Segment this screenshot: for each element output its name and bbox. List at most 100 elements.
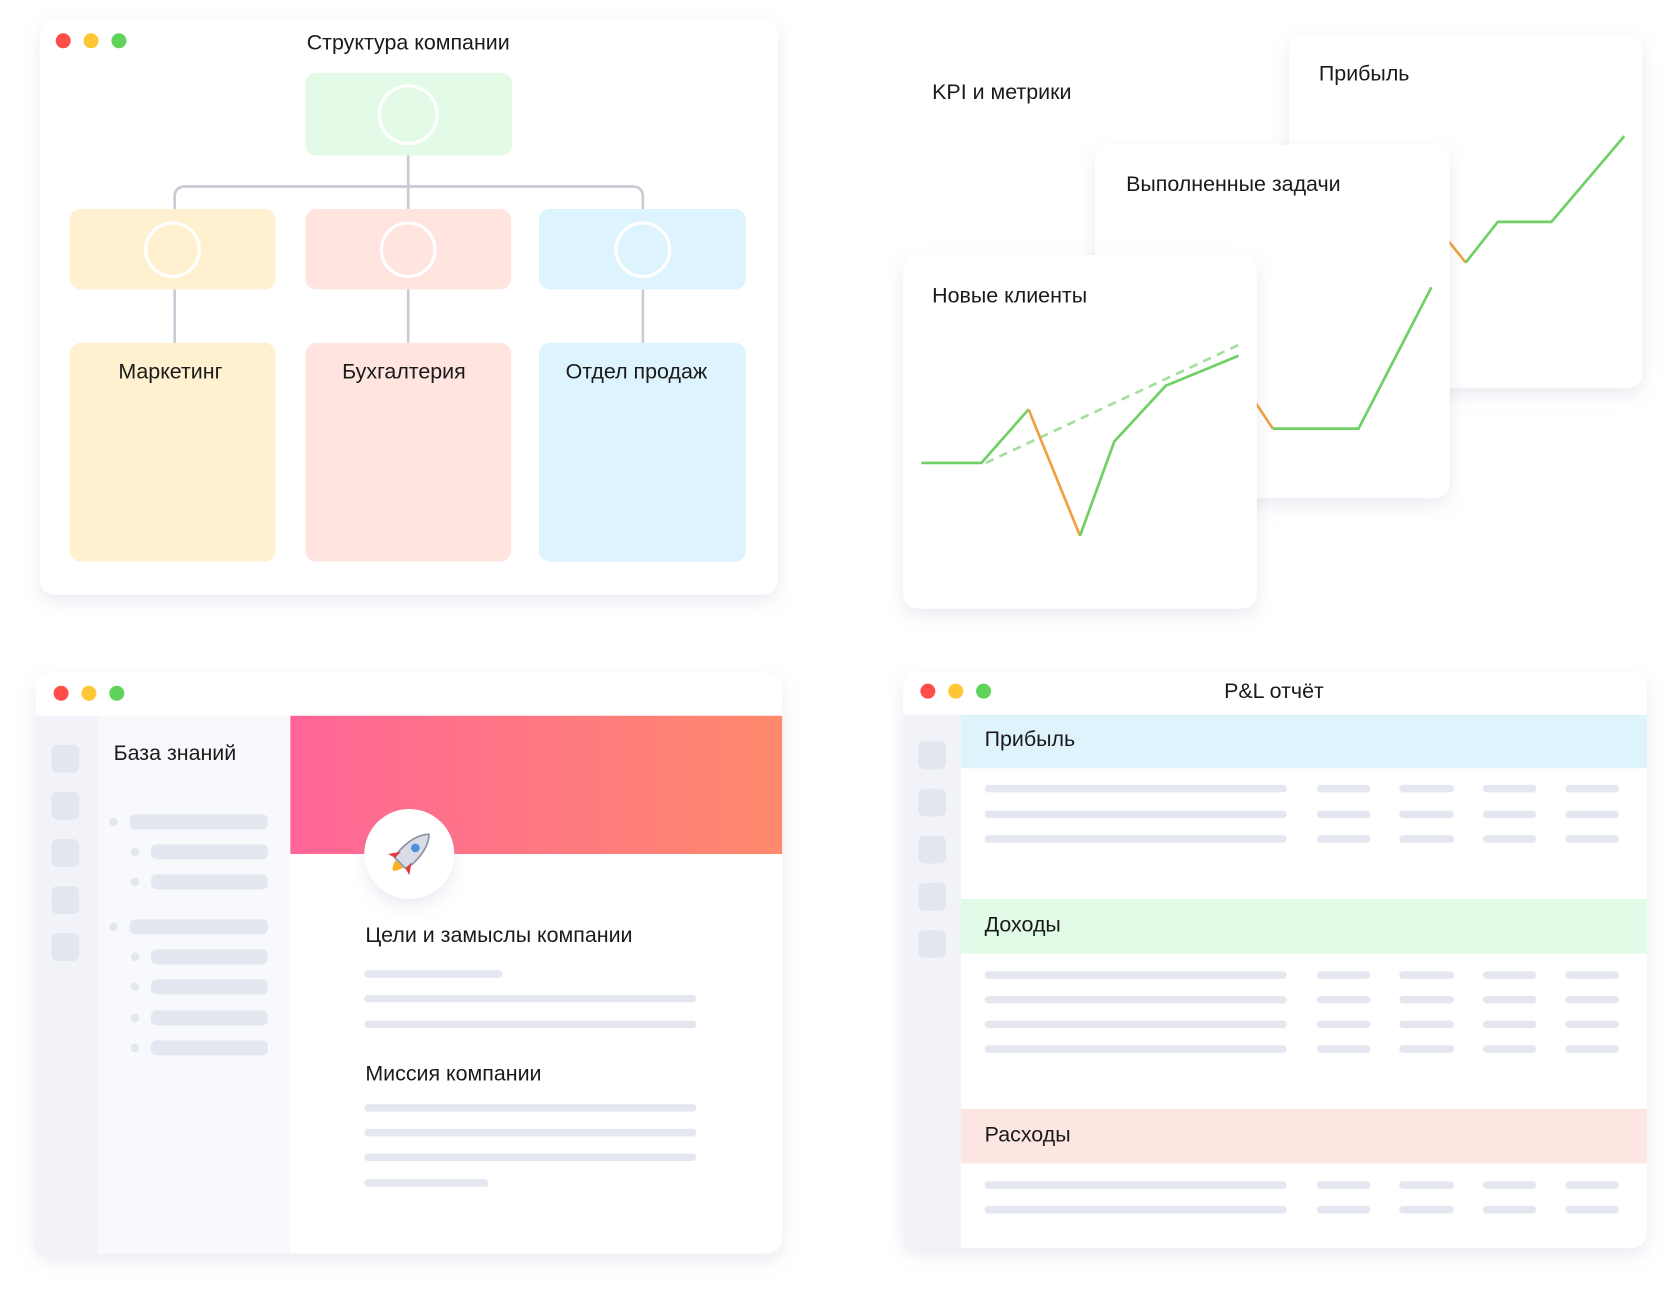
org-window-part [305, 342, 512, 562]
list-bullet [130, 982, 140, 992]
placeholder-cell [1482, 1020, 1537, 1029]
rocket-icon-part [393, 833, 430, 870]
placeholder-line [151, 949, 268, 965]
sidebar-title: База знаний [114, 741, 237, 765]
list-bullet [130, 1043, 140, 1053]
placeholder-cell [1316, 971, 1371, 979]
pl-window-part [920, 683, 992, 699]
kpi-section-part [1464, 135, 1626, 264]
placeholder-line [151, 1040, 268, 1056]
placeholder-cell [1565, 1181, 1619, 1189]
placeholder-cell [1565, 995, 1619, 1004]
list-bullet [109, 922, 118, 932]
sidebar-icon [51, 744, 80, 773]
knowledge-window: База знаний Цели и замыслы компании Мисс… [35, 672, 783, 1254]
placeholder-cell [1565, 835, 1619, 843]
list-bullet [130, 952, 140, 962]
placeholder-line [129, 919, 268, 935]
window-button [81, 685, 97, 701]
placeholder-cell [1399, 1020, 1454, 1029]
list-bullet [130, 1013, 140, 1023]
placeholder-cell [1399, 1205, 1454, 1214]
org-window-part [614, 221, 672, 279]
report-section: Доходы [985, 912, 1061, 936]
placeholder-cell [984, 835, 1287, 843]
placeholder-cell [1316, 835, 1371, 843]
placeholder-line [364, 970, 503, 978]
rocket-icon-part [411, 843, 420, 853]
window-button [111, 33, 127, 49]
placeholder-cell [984, 1045, 1287, 1053]
list-bullet [130, 877, 140, 887]
rocket-icon-part [392, 860, 404, 871]
rocket-icon [388, 833, 430, 876]
card-title: Прибыль [1319, 62, 1410, 86]
placeholder-cell [1316, 784, 1371, 793]
pl-window-part [961, 714, 1647, 769]
section-heading: Цели и замыслы компании [365, 923, 632, 947]
connectors-part [173, 155, 645, 343]
kpi-section-part [903, 255, 1257, 609]
connectors [173, 155, 645, 343]
placeholder-cell [1565, 1020, 1619, 1029]
org-window-part [69, 342, 276, 562]
placeholder-line [364, 994, 697, 1003]
placeholder-cell [1399, 1045, 1454, 1053]
window-title: Структура компании [307, 31, 510, 55]
placeholder-cell [1316, 1020, 1371, 1029]
placeholder-cell [1482, 784, 1537, 793]
card-title: Выполненные задачи [1126, 172, 1341, 196]
rocket-icon-part [388, 851, 412, 876]
org-window-part [538, 342, 746, 562]
report-section: Расходы [985, 1122, 1071, 1146]
window-button [109, 685, 125, 701]
kpi-section-part [1078, 354, 1240, 537]
kpi-section-part [1447, 240, 1467, 264]
kpi-section-part [921, 408, 1030, 465]
placeholder-cell [984, 1020, 1287, 1029]
window-button [920, 683, 936, 699]
placeholder-cell [1482, 835, 1537, 843]
placeholder-line [364, 1020, 697, 1029]
sidebar-icon [918, 741, 947, 770]
sidebar-icon [51, 791, 80, 820]
placeholder-cell [1399, 835, 1454, 843]
org-window-part [55, 33, 127, 49]
department: Отдел продаж [566, 360, 708, 384]
placeholder-line [151, 979, 268, 995]
placeholder-cell [1565, 810, 1619, 819]
placeholder-cell [1565, 1205, 1619, 1214]
placeholder-line [364, 1153, 697, 1161]
pl-window-part [961, 899, 1647, 954]
placeholder-cell [1565, 971, 1619, 979]
placeholder-cell [1316, 1045, 1371, 1053]
window-button [53, 685, 69, 701]
org-window: Структура компании Маркетинг Бухгалтерия… [39, 19, 778, 595]
knowledge-window-part [290, 715, 783, 854]
placeholder-cell [1482, 995, 1537, 1004]
placeholder-cell [984, 1205, 1287, 1214]
placeholder-cell [1399, 971, 1454, 979]
sidebar-icon [51, 839, 80, 867]
sidebar-icon [51, 886, 80, 914]
kpi-section: KPI и метрики Прибыль Выполненные задачи… [903, 34, 1643, 609]
placeholder-cell [1316, 810, 1371, 819]
department: Бухгалтерия [342, 360, 466, 384]
sidebar-icon [51, 933, 80, 962]
placeholder-line [364, 1179, 489, 1187]
placeholder-cell [1399, 995, 1454, 1004]
window-button [948, 683, 964, 699]
window-button [83, 33, 99, 49]
knowledge-window-part [51, 744, 268, 1056]
placeholder-cell [1482, 1045, 1537, 1053]
placeholder-cell [1482, 810, 1537, 819]
placeholder-cell [1482, 1181, 1537, 1189]
placeholder-line [364, 1128, 697, 1137]
pl-window-part [918, 741, 1619, 1214]
window-button [55, 33, 71, 49]
placeholder-cell [1316, 1205, 1371, 1214]
kpi-section-part [1272, 286, 1433, 430]
sidebar-icon [918, 882, 947, 911]
placeholder-cell [1482, 1205, 1537, 1214]
